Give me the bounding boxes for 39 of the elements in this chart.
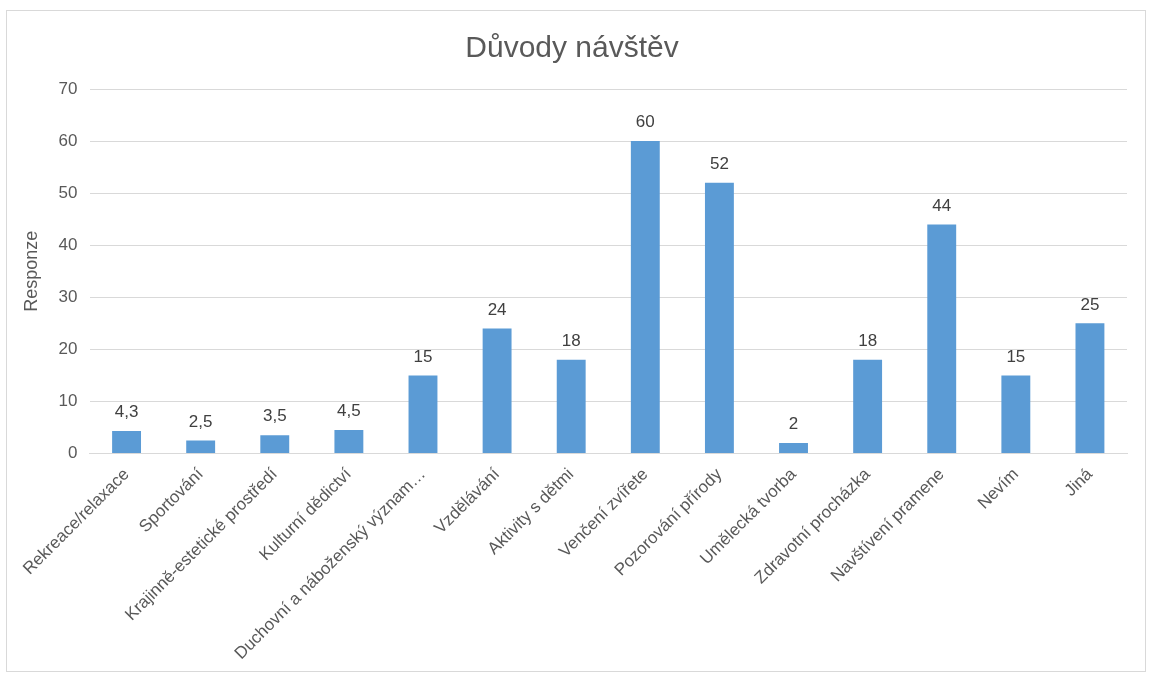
bar <box>260 435 290 453</box>
data-label: 18 <box>561 330 581 350</box>
data-label: 25 <box>1080 294 1100 314</box>
data-label: 4,5 <box>337 401 361 421</box>
data-label: 52 <box>709 153 729 173</box>
data-label: 4,3 <box>114 402 139 422</box>
data-label: 24 <box>487 299 507 319</box>
data-label: 3,5 <box>262 406 287 426</box>
bar <box>408 375 438 453</box>
y-tick-label: 30 <box>58 286 78 306</box>
bar <box>779 443 808 453</box>
data-label: 2,5 <box>188 411 213 431</box>
bar <box>1075 323 1105 453</box>
bar <box>1001 375 1031 453</box>
y-tick-label: 20 <box>58 339 78 359</box>
data-label: 2 <box>788 414 799 434</box>
y-tick-label: 50 <box>58 182 78 202</box>
data-label: 15 <box>1006 346 1026 366</box>
data-label: 60 <box>635 112 655 132</box>
bar <box>556 359 586 453</box>
y-tick-label: 10 <box>58 391 78 411</box>
y-tick-label: 70 <box>58 78 78 98</box>
data-label: 18 <box>858 330 878 350</box>
y-tick-label: 40 <box>58 234 78 254</box>
bar <box>927 224 957 453</box>
data-label: 15 <box>413 346 433 366</box>
bar <box>853 359 883 453</box>
bar <box>334 430 364 453</box>
bar <box>186 440 216 453</box>
y-tick-label: 60 <box>58 130 78 150</box>
bar <box>112 431 142 453</box>
chart-title: Důvody návštěv <box>465 30 679 64</box>
y-axis-title: Responze <box>20 230 41 312</box>
bar <box>704 182 734 453</box>
x-tick-label: Jiná <box>1060 464 1097 500</box>
bar <box>630 141 660 453</box>
y-tick-label: 0 <box>68 443 78 463</box>
bar <box>482 328 512 453</box>
data-label: 44 <box>932 195 952 215</box>
